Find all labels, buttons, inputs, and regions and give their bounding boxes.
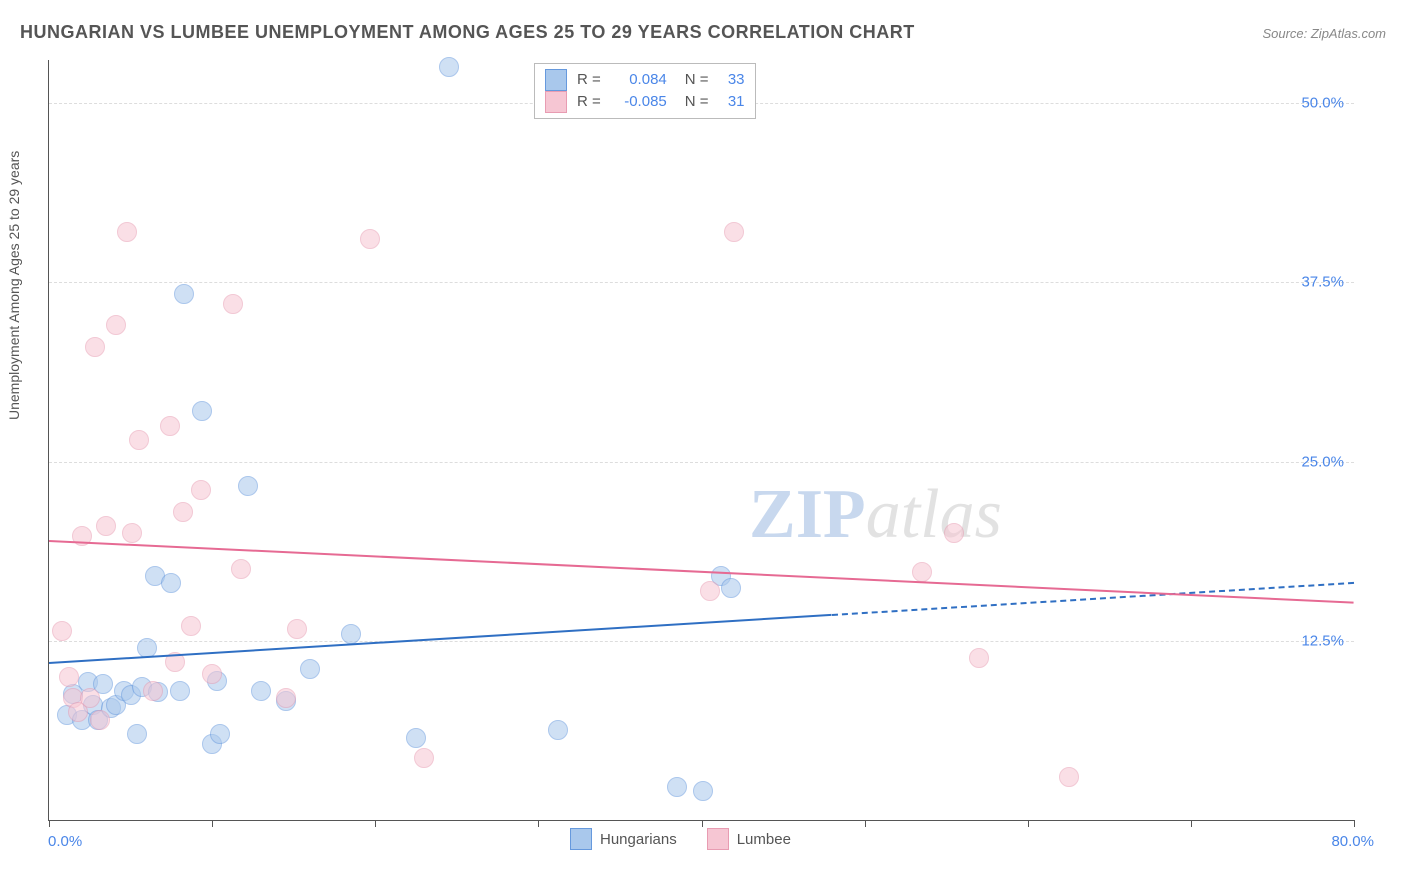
series-legend: Hungarians Lumbee bbox=[570, 828, 791, 850]
data-point bbox=[231, 559, 251, 579]
n-value: 31 bbox=[719, 91, 745, 113]
data-point bbox=[724, 222, 744, 242]
correlation-legend: R = 0.084 N = 33 R = -0.085 N = 31 bbox=[534, 63, 756, 119]
legend-label: Lumbee bbox=[737, 831, 791, 848]
data-point bbox=[129, 430, 149, 450]
x-tick bbox=[49, 820, 50, 827]
data-point bbox=[117, 222, 137, 242]
legend-row: R = -0.085 N = 31 bbox=[545, 91, 745, 113]
data-point bbox=[721, 578, 741, 598]
data-point bbox=[80, 688, 100, 708]
data-point bbox=[85, 337, 105, 357]
r-value: 0.084 bbox=[611, 69, 667, 91]
data-point bbox=[96, 516, 116, 536]
y-axis-label: Unemployment Among Ages 25 to 29 years bbox=[6, 151, 22, 420]
watermark-atlas: atlas bbox=[866, 476, 1002, 553]
data-point bbox=[160, 416, 180, 436]
data-point bbox=[210, 724, 230, 744]
x-axis-min-label: 0.0% bbox=[48, 833, 82, 850]
data-point bbox=[181, 616, 201, 636]
legend-label: Hungarians bbox=[600, 831, 677, 848]
gridline bbox=[49, 462, 1354, 463]
legend-swatch bbox=[545, 69, 567, 91]
data-point bbox=[106, 315, 126, 335]
data-point bbox=[170, 681, 190, 701]
x-tick bbox=[1191, 820, 1192, 827]
data-point bbox=[90, 710, 110, 730]
chart-title: HUNGARIAN VS LUMBEE UNEMPLOYMENT AMONG A… bbox=[20, 22, 915, 43]
data-point bbox=[251, 681, 271, 701]
data-point bbox=[912, 562, 932, 582]
plot-area: ZIPatlas 12.5% 25.0% 37.5% 50.0% bbox=[48, 60, 1354, 821]
r-label: R = bbox=[577, 69, 601, 91]
y-tick-label: 50.0% bbox=[1301, 95, 1344, 112]
y-tick-label: 25.0% bbox=[1301, 453, 1344, 470]
x-tick bbox=[1354, 820, 1355, 827]
x-axis-max-label: 80.0% bbox=[1331, 833, 1374, 850]
r-label: R = bbox=[577, 91, 601, 113]
n-value: 33 bbox=[719, 69, 745, 91]
data-point bbox=[173, 502, 193, 522]
y-tick-label: 37.5% bbox=[1301, 274, 1344, 291]
data-point bbox=[202, 664, 222, 684]
x-tick bbox=[702, 820, 703, 827]
source-label: Source: ZipAtlas.com bbox=[1262, 26, 1386, 41]
legend-row: R = 0.084 N = 33 bbox=[545, 69, 745, 91]
data-point bbox=[191, 480, 211, 500]
watermark: ZIPatlas bbox=[749, 480, 1002, 550]
legend-swatch bbox=[545, 91, 567, 113]
data-point bbox=[700, 581, 720, 601]
legend-item: Hungarians bbox=[570, 828, 677, 850]
data-point bbox=[143, 681, 163, 701]
data-point bbox=[300, 659, 320, 679]
gridline bbox=[49, 641, 1354, 642]
data-point bbox=[548, 720, 568, 740]
data-point bbox=[406, 728, 426, 748]
data-point bbox=[341, 624, 361, 644]
legend-item: Lumbee bbox=[707, 828, 791, 850]
watermark-zip: ZIP bbox=[749, 476, 866, 553]
x-tick bbox=[375, 820, 376, 827]
x-tick bbox=[212, 820, 213, 827]
data-point bbox=[287, 619, 307, 639]
n-label: N = bbox=[685, 69, 709, 91]
data-point bbox=[360, 229, 380, 249]
data-point bbox=[667, 777, 687, 797]
y-tick-label: 12.5% bbox=[1301, 632, 1344, 649]
legend-swatch bbox=[707, 828, 729, 850]
data-point bbox=[693, 781, 713, 801]
data-point bbox=[439, 57, 459, 77]
data-point bbox=[192, 401, 212, 421]
data-point bbox=[223, 294, 243, 314]
x-tick bbox=[538, 820, 539, 827]
data-point bbox=[161, 573, 181, 593]
x-tick bbox=[865, 820, 866, 827]
data-point bbox=[276, 688, 296, 708]
data-point bbox=[174, 284, 194, 304]
gridline bbox=[49, 282, 1354, 283]
chart-container: { "title": "HUNGARIAN VS LUMBEE UNEMPLOY… bbox=[0, 0, 1406, 892]
trend-line bbox=[49, 614, 832, 664]
data-point bbox=[969, 648, 989, 668]
x-tick bbox=[1028, 820, 1029, 827]
legend-swatch bbox=[570, 828, 592, 850]
r-value: -0.085 bbox=[611, 91, 667, 113]
n-label: N = bbox=[685, 91, 709, 113]
data-point bbox=[59, 667, 79, 687]
data-point bbox=[122, 523, 142, 543]
data-point bbox=[1059, 767, 1079, 787]
data-point bbox=[127, 724, 147, 744]
data-point bbox=[52, 621, 72, 641]
data-point bbox=[414, 748, 434, 768]
data-point bbox=[238, 476, 258, 496]
data-point bbox=[944, 523, 964, 543]
